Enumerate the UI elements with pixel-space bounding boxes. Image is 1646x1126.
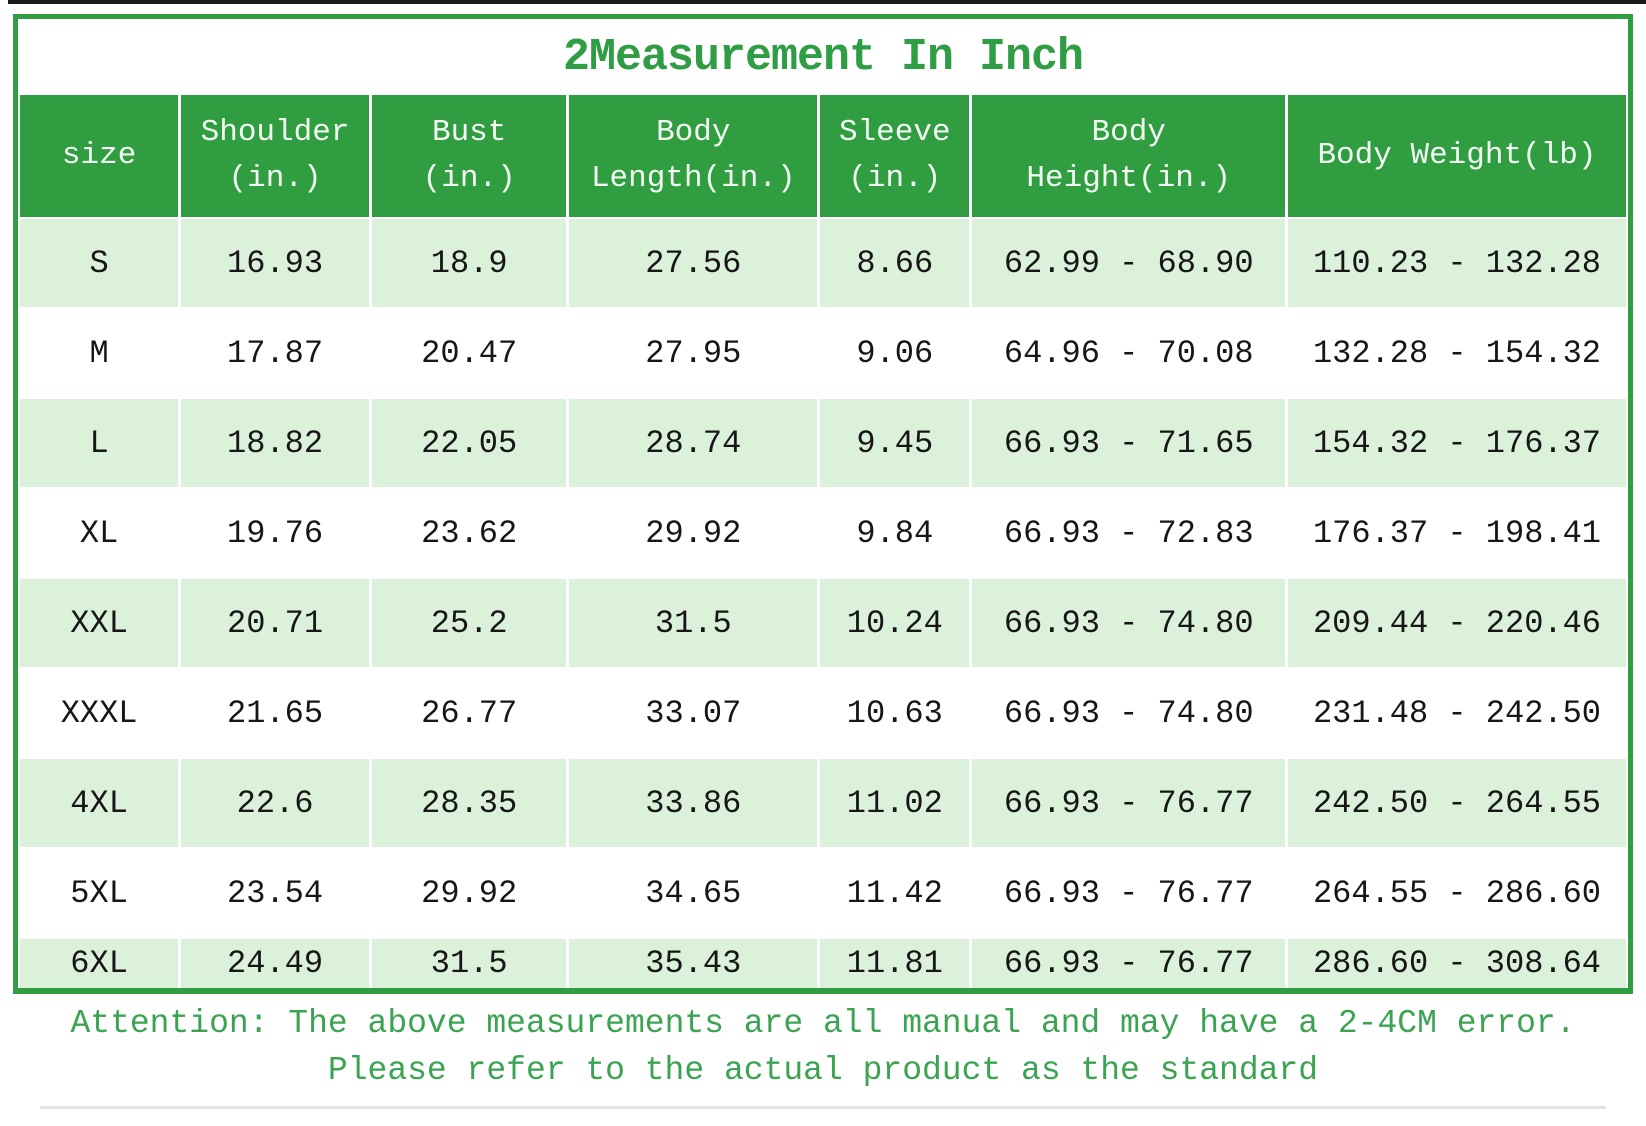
measurement-cell: 20.47 (371, 309, 567, 397)
measurement-cell: 26.77 (371, 669, 567, 757)
measurement-cell: 66.93 - 74.80 (972, 579, 1285, 667)
measurement-cell: 132.28 - 154.32 (1287, 309, 1626, 397)
measurement-cell: 9.45 (820, 399, 970, 487)
measurement-cell: 35.43 (569, 939, 818, 988)
column-header-body_length: Body Length(in.) (569, 95, 818, 217)
column-header-bust: Bust (in.) (371, 95, 567, 217)
measurement-cell: 231.48 - 242.50 (1287, 669, 1626, 757)
measurement-cell: 11.42 (820, 849, 970, 937)
size-label-cell: 6XL (20, 939, 179, 988)
size-table: size Shoulder (in.) Bust (in.) Body Length(… (18, 95, 1628, 988)
measurement-cell: 27.56 (569, 219, 818, 307)
measurement-cell: 31.5 (569, 579, 818, 667)
measurement-cell: 28.74 (569, 399, 818, 487)
bottom-divider-line (40, 1106, 1606, 1109)
chart-title: 2Measurement In Inch (562, 31, 1084, 83)
measurement-cell: 176.37 - 198.41 (1287, 489, 1626, 577)
size-label-cell: 5XL (20, 849, 179, 937)
measurement-cell: 242.50 - 264.55 (1287, 759, 1626, 847)
attention-line-2: Please refer to the actual product as th… (327, 1052, 1319, 1089)
measurement-cell: 66.93 - 76.77 (972, 939, 1285, 988)
measurement-cell: 27.95 (569, 309, 818, 397)
measurement-cell: 209.44 - 220.46 (1287, 579, 1626, 667)
measurement-cell: 110.23 - 132.28 (1287, 219, 1626, 307)
size-label-cell: XXXL (20, 669, 179, 757)
measurement-cell: 11.81 (820, 939, 970, 988)
measurement-cell: 24.49 (181, 939, 369, 988)
measurement-cell: 9.06 (820, 309, 970, 397)
column-header-sleeve: Sleeve (in.) (820, 95, 970, 217)
measurement-cell: 29.92 (371, 849, 567, 937)
measurement-cell: 66.93 - 72.83 (972, 489, 1285, 577)
column-header-body_weight: Body Weight(lb) (1287, 95, 1626, 217)
measurement-cell: 286.60 - 308.64 (1287, 939, 1626, 988)
top-edge-strip (8, 0, 1646, 4)
measurement-cell: 33.86 (569, 759, 818, 847)
measurement-cell: 8.66 (820, 219, 970, 307)
measurement-cell: 66.93 - 76.77 (972, 849, 1285, 937)
measurement-cell: 33.07 (569, 669, 818, 757)
column-header-body_height: Body Height(in.) (972, 95, 1285, 217)
size-label-cell: XL (20, 489, 179, 577)
measurement-cell: 31.5 (371, 939, 567, 988)
measurement-cell: 10.24 (820, 579, 970, 667)
size-label-cell: M (20, 309, 179, 397)
attention-line-1: Attention: The above measurements are al… (70, 1005, 1576, 1042)
measurement-cell: 23.62 (371, 489, 567, 577)
column-header-shoulder: Shoulder (in.) (181, 95, 369, 217)
measurement-cell: 25.2 (371, 579, 567, 667)
measurement-cell: 62.99 - 68.90 (972, 219, 1285, 307)
size-label-cell: XXL (20, 579, 179, 667)
title-row: 2Measurement In Inch (18, 19, 1628, 95)
measurement-cell: 20.71 (181, 579, 369, 667)
measurement-cell: 28.35 (371, 759, 567, 847)
size-chart-sheet: 2Measurement In Inch size Shoulder (in.) B… (13, 14, 1633, 994)
measurement-cell: 66.93 - 74.80 (972, 669, 1285, 757)
measurement-cell: 21.65 (181, 669, 369, 757)
measurement-cell: 22.6 (181, 759, 369, 847)
measurement-cell: 10.63 (820, 669, 970, 757)
measurement-cell: 23.54 (181, 849, 369, 937)
measurement-cell: 17.87 (181, 309, 369, 397)
measurement-cell: 264.55 - 286.60 (1287, 849, 1626, 937)
measurement-cell: 29.92 (569, 489, 818, 577)
measurement-cell: 66.93 - 76.77 (972, 759, 1285, 847)
measurement-cell: 18.82 (181, 399, 369, 487)
measurement-cell: 154.32 - 176.37 (1287, 399, 1626, 487)
measurement-cell: 11.02 (820, 759, 970, 847)
measurement-cell: 34.65 (569, 849, 818, 937)
size-label-cell: S (20, 219, 179, 307)
measurement-cell: 9.84 (820, 489, 970, 577)
measurement-cell: 64.96 - 70.08 (972, 309, 1285, 397)
size-label-cell: 4XL (20, 759, 179, 847)
measurement-cell: 19.76 (181, 489, 369, 577)
measurement-cell: 66.93 - 71.65 (972, 399, 1285, 487)
attention-note: Attention: The above measurements are al… (0, 1000, 1646, 1094)
measurement-cell: 22.05 (371, 399, 567, 487)
measurement-cell: 18.9 (371, 219, 567, 307)
measurement-cell: 16.93 (181, 219, 369, 307)
column-header-size: size (20, 95, 179, 217)
size-label-cell: L (20, 399, 179, 487)
